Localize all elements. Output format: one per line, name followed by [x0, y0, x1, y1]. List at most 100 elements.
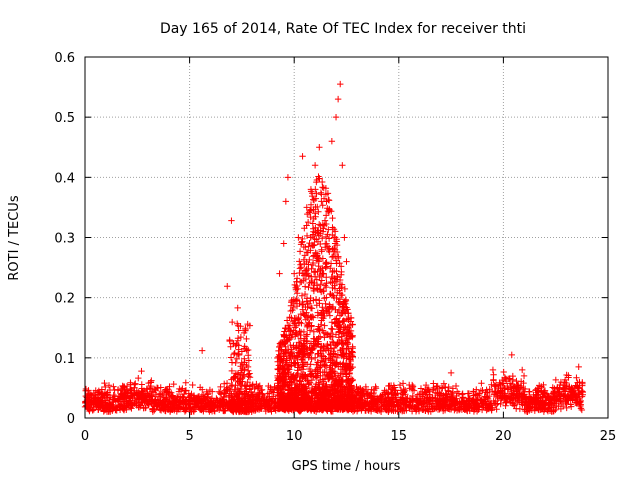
data-point	[328, 305, 336, 312]
data-point	[481, 401, 489, 409]
data-point	[239, 361, 247, 368]
data-point	[578, 406, 586, 414]
data-point	[426, 401, 433, 409]
data-point	[188, 408, 195, 415]
data-point	[311, 335, 318, 343]
data-point	[110, 383, 117, 390]
data-point	[322, 330, 330, 337]
data-point	[474, 392, 481, 399]
data-point	[330, 292, 337, 300]
data-point	[135, 374, 142, 382]
data-point	[137, 402, 144, 409]
data-point	[575, 363, 582, 371]
data-point	[264, 390, 271, 397]
data-point	[335, 325, 342, 333]
data-point	[281, 333, 288, 341]
data-point	[310, 225, 317, 232]
data-point	[322, 382, 329, 390]
data-point	[290, 359, 297, 366]
data-point	[344, 363, 351, 371]
data-point	[316, 397, 323, 405]
data-point	[149, 398, 156, 405]
data-point	[478, 380, 485, 387]
data-point	[325, 226, 332, 233]
data-point	[317, 189, 325, 196]
data-point	[318, 357, 326, 364]
data-point	[513, 382, 521, 389]
data-point	[320, 195, 328, 202]
data-point	[452, 398, 459, 405]
data-point	[233, 355, 241, 363]
data-point	[310, 196, 318, 204]
data-point	[557, 405, 565, 413]
data-point	[138, 367, 145, 375]
y-tick-label: 0.4	[54, 171, 75, 186]
data-point	[427, 408, 435, 415]
data-point	[327, 278, 334, 286]
data-point	[490, 376, 497, 383]
data-point	[306, 207, 314, 215]
data-point	[339, 330, 347, 337]
data-point	[508, 390, 515, 397]
data-point	[347, 314, 355, 321]
data-point	[338, 310, 345, 318]
data-point	[276, 374, 284, 381]
data-point	[573, 392, 580, 400]
data-point	[195, 397, 202, 404]
data-point	[89, 407, 96, 414]
data-point	[378, 396, 386, 403]
data-point	[321, 395, 328, 402]
data-point	[123, 386, 130, 394]
data-point	[156, 405, 164, 413]
data-point	[334, 382, 341, 389]
data-point	[295, 349, 303, 357]
data-point	[326, 387, 334, 394]
data-point	[334, 351, 342, 358]
data-point	[336, 280, 344, 288]
data-point	[175, 388, 183, 395]
data-point	[377, 392, 384, 400]
data-point	[328, 253, 336, 261]
data-point	[356, 397, 364, 404]
data-point	[390, 407, 397, 415]
data-point	[109, 395, 116, 403]
data-point	[337, 80, 344, 88]
data-point	[290, 372, 297, 379]
data-point	[291, 270, 298, 277]
data-point	[396, 381, 404, 389]
data-point	[576, 391, 583, 398]
data-point	[331, 316, 339, 323]
data-point	[321, 217, 329, 224]
data-point	[253, 380, 260, 388]
data-point	[328, 319, 336, 326]
data-point	[440, 380, 448, 387]
data-point	[324, 243, 332, 250]
data-point	[305, 272, 313, 280]
data-point	[522, 402, 530, 409]
data-point	[294, 370, 302, 377]
data-point	[528, 397, 535, 405]
data-point	[439, 385, 446, 392]
data-point	[227, 354, 235, 361]
data-point	[133, 389, 140, 397]
data-point	[228, 217, 235, 224]
data-point	[550, 389, 557, 397]
data-point	[299, 356, 306, 363]
data-point	[334, 254, 342, 262]
data-point	[534, 392, 541, 399]
data-point	[502, 402, 509, 410]
data-point	[119, 392, 126, 399]
data-point	[90, 398, 97, 405]
data-point	[348, 401, 356, 409]
data-point	[298, 278, 305, 286]
data-point	[104, 400, 112, 407]
data-point	[316, 144, 323, 151]
data-point	[556, 381, 564, 389]
data-point	[278, 402, 286, 409]
data-point	[110, 396, 118, 404]
data-point	[331, 246, 339, 253]
data-point	[298, 342, 305, 349]
data-point	[234, 337, 241, 344]
data-point	[314, 359, 321, 366]
data-point	[312, 392, 320, 399]
